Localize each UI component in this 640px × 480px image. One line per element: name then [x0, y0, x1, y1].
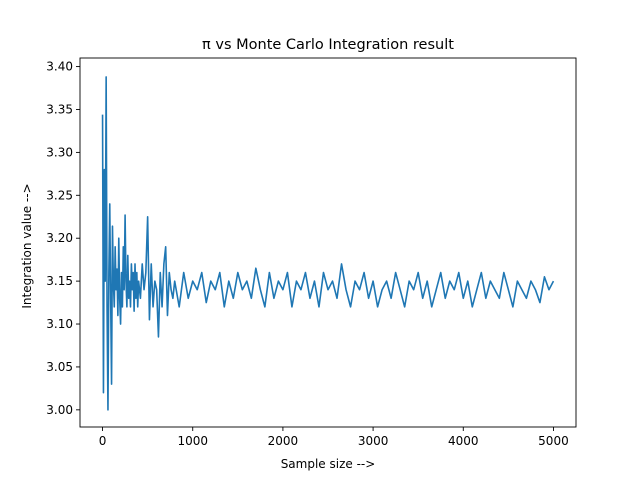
series-line-0 [101, 76, 555, 411]
chart-title: π vs Monte Carlo Integration result [202, 37, 454, 53]
x-tick-label: 4000 [448, 434, 479, 448]
y-tick-label: 3.25 [46, 188, 73, 202]
y-tick-label: 3.20 [46, 231, 73, 245]
y-axis-label: Integration value --> [20, 183, 34, 308]
y-tick-label: 3.35 [46, 102, 73, 116]
x-tick-label: 0 [99, 434, 107, 448]
x-tick-label: 2000 [268, 434, 299, 448]
x-tick-label: 1000 [177, 434, 208, 448]
plot-frame [79, 57, 577, 428]
y-tick-label: 3.10 [46, 317, 73, 331]
y-tick-label: 3.05 [46, 360, 73, 374]
y-tick-label: 3.00 [46, 403, 73, 417]
y-tick-label: 3.15 [46, 274, 73, 288]
plot-area: 0 1000 2000 3000 4000 5000 3.00 3.05 3.10 3.15 3.2… [46, 57, 577, 448]
y-tick-label: 3.40 [46, 60, 73, 74]
x-tick-label: 3000 [358, 434, 389, 448]
x-axis-label: Sample size --> [281, 457, 376, 471]
x-tick-label: 5000 [538, 434, 569, 448]
y-tick-label: 3.30 [46, 145, 73, 159]
